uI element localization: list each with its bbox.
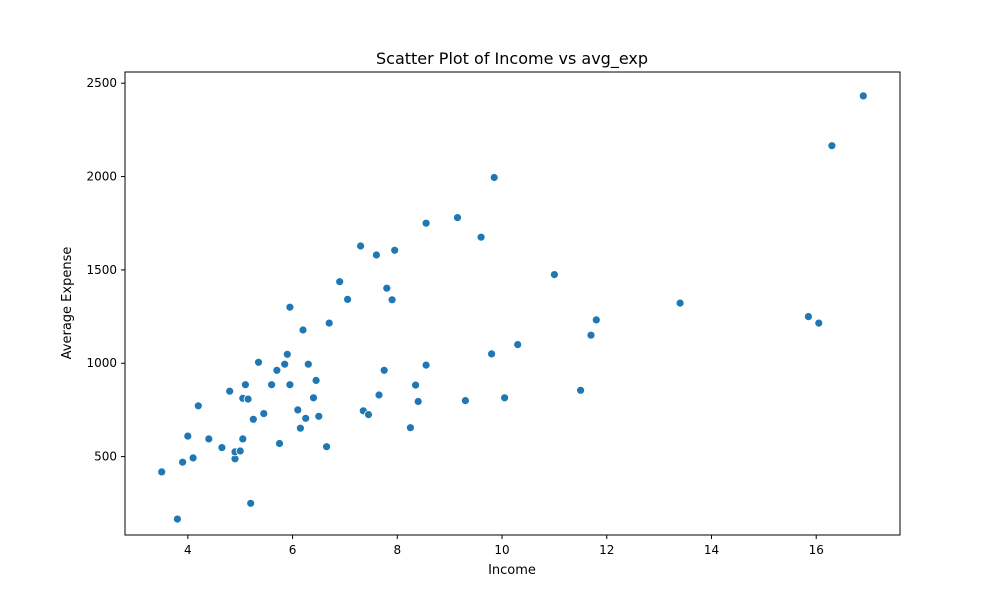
data-point [309,393,318,403]
data-point [411,380,421,390]
data-point [814,318,824,328]
data-point [235,446,245,456]
data-point [298,325,308,335]
data-point [303,359,313,369]
data-point [356,241,366,251]
data-point [413,397,423,406]
x-axis-label: Income [488,563,536,578]
data-point [387,295,397,305]
x-tick-label: 12 [599,543,614,557]
chart-title: Scatter Plot of Income vs avg_exp [376,49,648,69]
data-point [225,386,235,396]
data-point [550,270,559,280]
data-point [248,414,258,424]
data-point [460,396,470,406]
x-tick-label: 16 [809,543,824,557]
data-point [243,394,253,404]
data-point [314,411,324,421]
data-point [295,423,305,433]
data-point [324,318,334,328]
data-point [280,359,290,369]
data-point [272,365,282,375]
y-tick-label: 1000 [86,356,117,370]
x-tick-label: 8 [393,543,401,557]
data-point [172,514,182,524]
data-point [311,375,321,385]
y-tick-label: 2000 [86,170,117,184]
data-point [453,213,462,223]
data-point [371,250,381,260]
data-point [246,498,256,508]
data-point [421,360,431,370]
data-point [254,357,263,367]
x-tick-label: 14 [704,543,719,557]
data-point [675,298,685,308]
data-point [379,365,389,375]
data-point [476,232,486,242]
x-tick-label: 4 [184,543,192,557]
data-point [591,315,601,325]
data-point [178,457,188,467]
data-point [500,393,510,403]
data-point [285,380,295,390]
data-point [301,413,311,423]
data-point [282,349,292,359]
plot-frame [124,71,901,536]
data-point [382,283,392,293]
data-point [293,405,303,415]
data-point [275,439,284,448]
data-point [489,173,499,182]
data-point [827,141,837,151]
data-point [586,330,596,340]
data-point [259,409,269,419]
data-point [858,91,868,101]
data-point [285,302,295,312]
data-point [513,340,523,350]
y-axis-label: Average Expense [60,247,75,360]
data-point [157,467,167,477]
ticks-layer: 4 6 8 10 12 14 16 500 1000 1500 2000 2500 [86,76,823,557]
data-point [804,312,813,322]
x-tick-label: 10 [494,543,509,557]
data-point [487,349,497,359]
y-tick-label: 2500 [86,76,117,90]
data-point [364,410,373,420]
y-tick-label: 500 [94,450,117,464]
data-point [335,277,345,287]
data-point [267,380,277,390]
points-layer [157,91,868,524]
data-point [240,380,250,390]
data-point [193,401,203,411]
data-point [421,218,431,228]
data-point [576,385,585,395]
data-point [374,390,384,400]
x-tick-label: 6 [289,543,297,557]
data-point [405,423,415,433]
data-point [188,453,198,463]
data-point [238,434,248,444]
data-point [204,434,214,444]
data-point [217,443,227,453]
data-point [183,431,193,441]
y-tick-label: 1500 [86,263,117,277]
data-point [343,294,353,304]
data-point [322,442,332,452]
data-point [390,245,400,255]
